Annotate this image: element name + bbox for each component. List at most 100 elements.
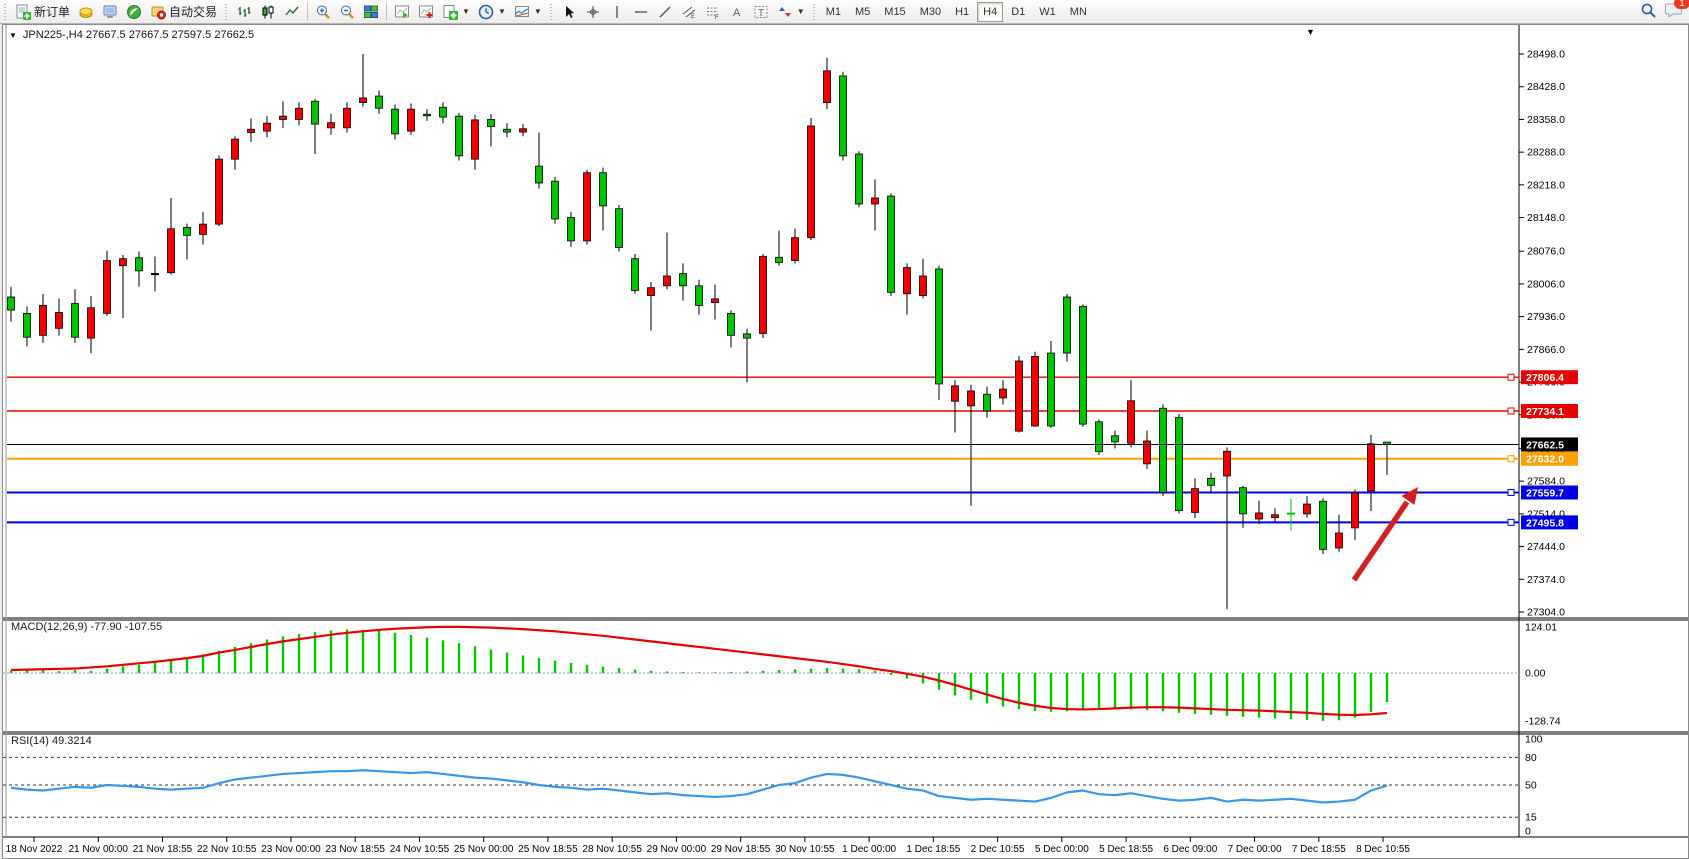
candle-body[interactable] — [887, 195, 895, 293]
candle-body[interactable] — [551, 180, 559, 220]
toolbar-grip[interactable] — [224, 3, 230, 20]
timeframe-button-h4[interactable]: H4 — [977, 1, 1004, 22]
candle-body[interactable] — [167, 228, 175, 274]
symbol-dropdown-icon[interactable]: ▼ — [9, 30, 17, 40]
candlestick-chart-button[interactable] — [256, 1, 280, 23]
candle-body[interactable] — [279, 115, 287, 120]
candle-body[interactable] — [1143, 440, 1151, 465]
candle-body[interactable] — [839, 75, 847, 157]
candle-body[interactable] — [103, 260, 111, 314]
period-button[interactable]: ▼ — [474, 1, 510, 23]
timeframe-button-m30[interactable]: M30 — [919, 5, 942, 18]
candle-body[interactable] — [39, 305, 47, 336]
candle-body[interactable] — [791, 237, 799, 261]
candle-body[interactable] — [455, 115, 463, 157]
candle-body[interactable] — [135, 257, 143, 272]
new-chart-button[interactable]: ▼ — [438, 1, 474, 23]
timeframe-button-h1[interactable]: H1 — [955, 5, 970, 18]
line-anchor-marker[interactable] — [1507, 373, 1515, 381]
candle-body[interactable] — [807, 125, 815, 239]
timeframe-button-d1[interactable]: D1 — [1011, 5, 1026, 18]
text-tool-button[interactable]: A — [725, 1, 749, 23]
fibonacci-tool-button[interactable]: F — [701, 1, 725, 23]
candle-body[interactable] — [1255, 512, 1263, 520]
candle-body[interactable] — [1095, 421, 1103, 453]
shapes-tool-button[interactable]: ▼ — [773, 1, 809, 23]
candle-body[interactable] — [695, 285, 703, 306]
candle-body[interactable] — [967, 390, 975, 407]
candle-body[interactable] — [1111, 435, 1119, 443]
candle-body[interactable] — [823, 70, 831, 104]
candle-body[interactable] — [935, 268, 943, 385]
candle-body[interactable] — [375, 95, 383, 109]
crosshair-tool-button[interactable] — [581, 1, 605, 23]
new-order-button[interactable]: 新订单 — [11, 1, 74, 23]
candle-body[interactable] — [663, 275, 671, 287]
candle-body[interactable] — [743, 333, 751, 339]
candle-body[interactable] — [263, 122, 271, 132]
macd-signal-line[interactable] — [10, 625, 1388, 717]
candle-body[interactable] — [295, 107, 303, 120]
candle-body[interactable] — [679, 273, 687, 287]
candle-body[interactable] — [615, 208, 623, 248]
notifications-button[interactable]: 1 — [1665, 0, 1689, 21]
candle-body[interactable] — [999, 388, 1007, 399]
candle-body[interactable] — [183, 226, 191, 236]
candle-body[interactable] — [471, 119, 479, 160]
trendline-tool-button[interactable] — [653, 1, 677, 23]
candle-body[interactable] — [919, 275, 927, 297]
candle-body[interactable] — [391, 108, 399, 135]
horizontal-line-tool-button[interactable] — [629, 1, 653, 23]
tile-windows-button[interactable] — [359, 1, 383, 23]
candle-body[interactable] — [23, 312, 31, 338]
candle-body[interactable] — [71, 303, 79, 338]
timeframe-button-m5[interactable]: M5 — [855, 5, 871, 18]
candle-body[interactable] — [871, 197, 879, 205]
candle-body[interactable] — [199, 223, 207, 235]
candle-body[interactable] — [1031, 355, 1039, 427]
candle-body[interactable] — [1367, 443, 1375, 492]
zoom-out-button[interactable] — [335, 1, 359, 23]
candle-body[interactable] — [1191, 488, 1199, 513]
toolbar-grip[interactable] — [811, 3, 817, 20]
candle-body[interactable] — [119, 258, 127, 267]
candle-body[interactable] — [1319, 500, 1327, 550]
candle-body[interactable] — [567, 217, 575, 242]
candle-body[interactable] — [727, 312, 735, 336]
chart-canvas[interactable]: 28498.0 28428.0 28358.0 28288.0 28218.0 28148… — [3, 25, 1688, 858]
candle-body[interactable] — [951, 385, 959, 402]
candle-body[interactable] — [231, 138, 239, 160]
candle-body[interactable] — [583, 172, 591, 242]
channel-tool-button[interactable]: E — [677, 1, 701, 23]
candle-body[interactable] — [1239, 487, 1247, 515]
rsi-line[interactable] — [10, 769, 1388, 804]
candle-body[interactable] — [1271, 514, 1279, 518]
candle-body[interactable] — [1127, 400, 1135, 444]
candle-body[interactable] — [311, 100, 319, 125]
timeframe-button-mn[interactable]: MN — [1069, 5, 1087, 18]
candle-body[interactable] — [487, 119, 495, 127]
candle-body[interactable] — [1303, 503, 1311, 515]
vertical-line-tool-button[interactable] — [605, 1, 629, 23]
candle-body[interactable] — [1223, 450, 1231, 477]
line-anchor-marker[interactable] — [1507, 407, 1515, 415]
line-anchor-marker[interactable] — [1507, 489, 1515, 497]
arrow-annotation-shaft[interactable] — [1351, 500, 1410, 582]
profile-back-button[interactable] — [414, 1, 438, 23]
candle-body[interactable] — [1079, 305, 1087, 425]
candle-body[interactable] — [215, 158, 223, 225]
bar-chart-button[interactable] — [232, 1, 256, 23]
candle-body[interactable] — [759, 255, 767, 334]
autotrade-button[interactable]: 自动交易 — [146, 1, 221, 23]
candle-body[interactable] — [711, 298, 719, 304]
signal-button[interactable] — [122, 1, 146, 23]
candle-body[interactable] — [503, 128, 511, 133]
candle-body[interactable] — [343, 107, 351, 129]
candle-body[interactable] — [7, 296, 15, 311]
zoom-in-button[interactable] — [311, 1, 335, 23]
market-depth-button[interactable] — [74, 1, 98, 23]
timeframe-button-m1[interactable]: M1 — [825, 5, 841, 18]
candle-body[interactable] — [1159, 407, 1167, 493]
candle-body[interactable] — [1207, 477, 1215, 486]
candle-body[interactable] — [631, 258, 639, 291]
